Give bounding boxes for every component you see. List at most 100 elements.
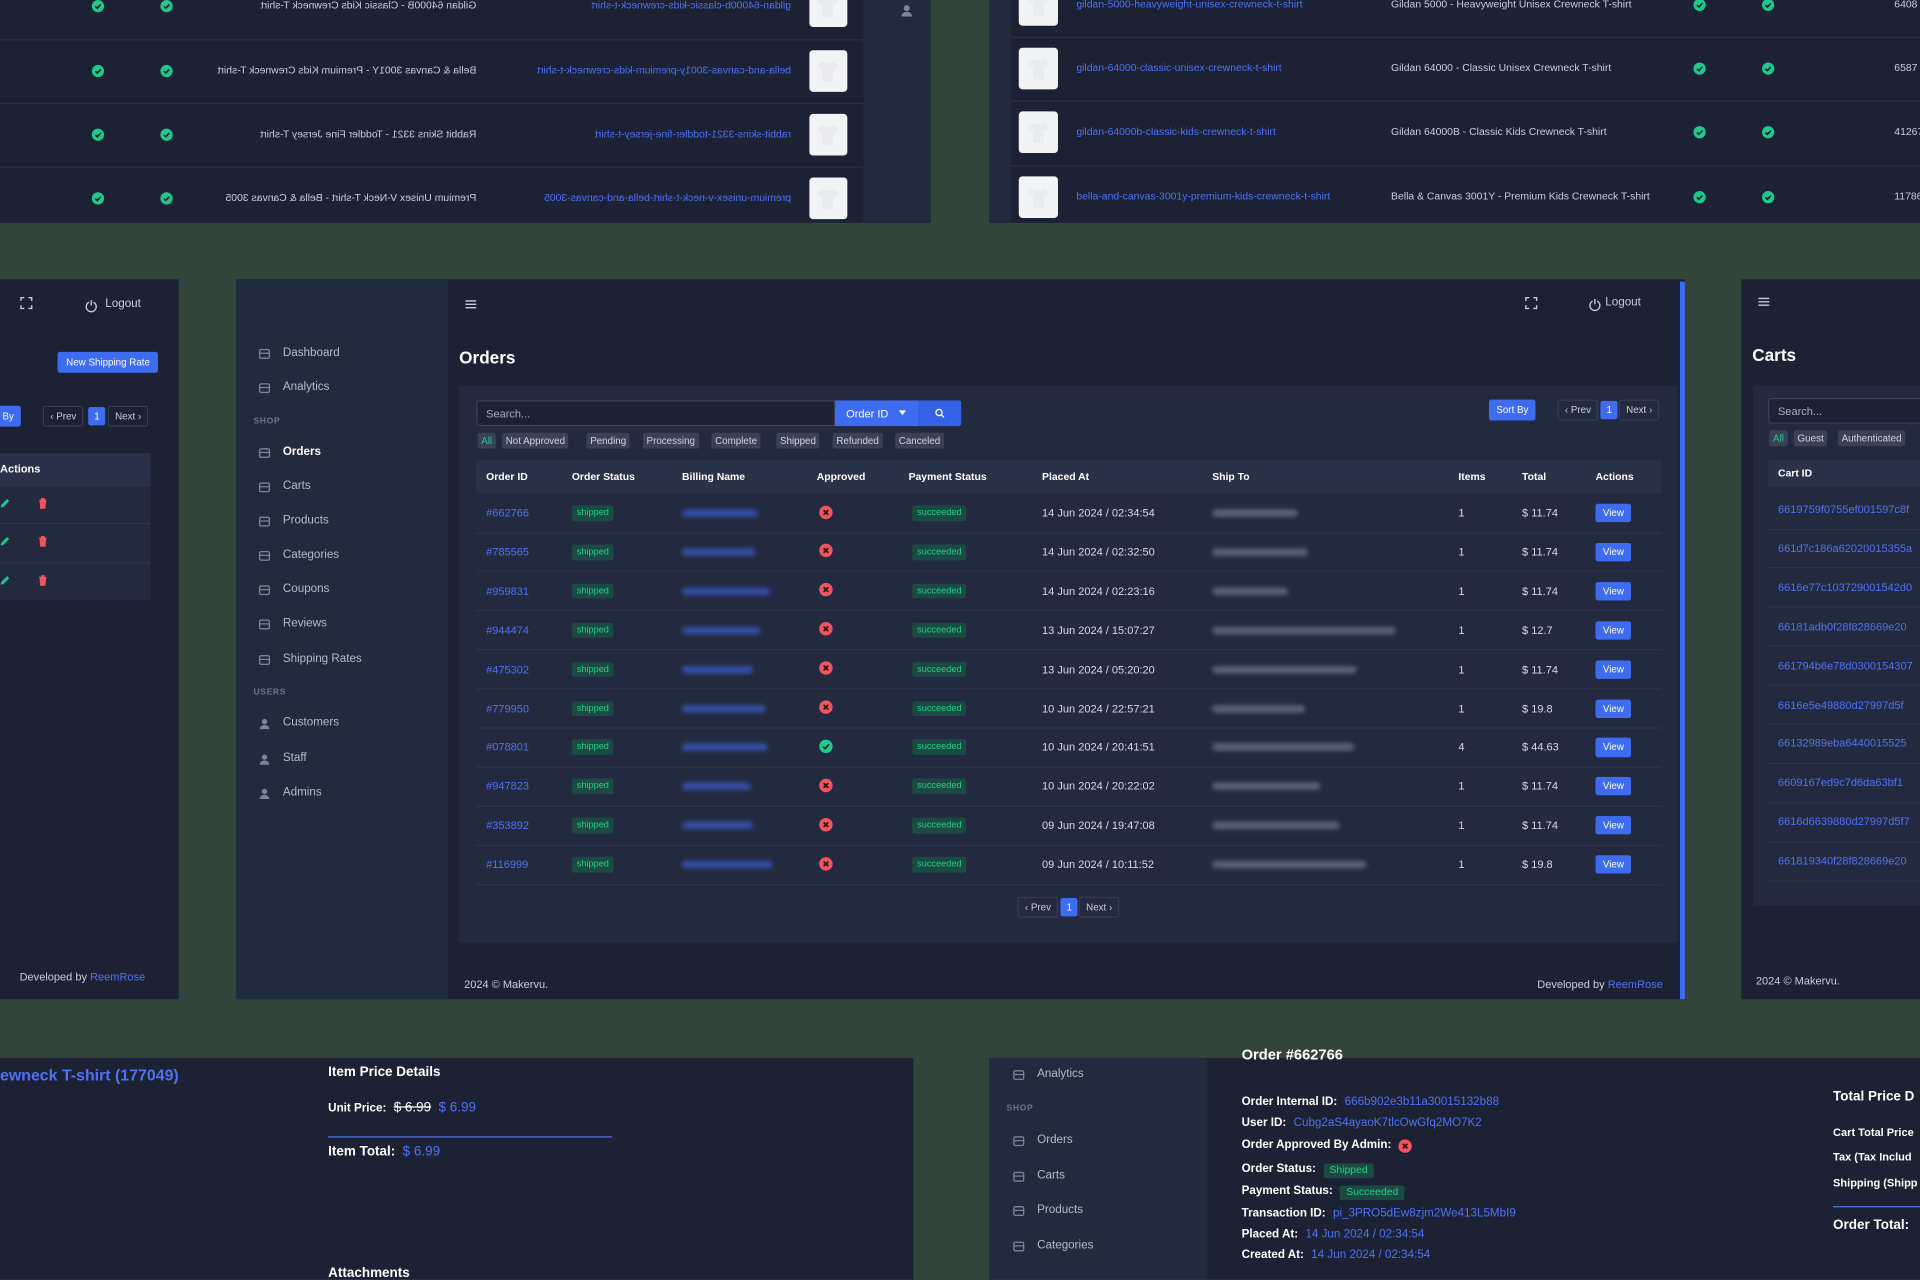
filter-chip[interactable]: Complete	[711, 432, 761, 449]
sidebar-link[interactable]: Orders	[1037, 1133, 1073, 1147]
sidebar-link[interactable]: Categories	[282, 548, 340, 562]
detail-label: Transaction ID:	[1241, 1206, 1326, 1221]
cart-link[interactable]: 6616e5e49880d27997d5f	[1777, 698, 1904, 711]
search-input[interactable]	[476, 400, 836, 427]
cart-link[interactable]: 661819340f28f828669e20	[1777, 854, 1907, 867]
sidebar-link[interactable]: Orders	[282, 445, 322, 459]
edit-button[interactable]	[0, 497, 11, 509]
view-button[interactable]: View	[1595, 855, 1632, 874]
next-button[interactable]: Next ›	[107, 405, 149, 427]
search-button[interactable]	[918, 400, 962, 427]
page-button[interactable]: 1	[1600, 400, 1619, 420]
logout-button[interactable]: Logout	[1605, 295, 1641, 310]
sort-button[interactable]: Sort By	[1488, 399, 1536, 421]
cart-link[interactable]: 6609167ed9c7d6da63bf1	[1777, 776, 1903, 789]
menu-button[interactable]	[1757, 294, 1770, 307]
view-button[interactable]: View	[1595, 738, 1632, 757]
filter-chip[interactable]: Shipped	[776, 432, 820, 449]
order-link[interactable]: #947823	[486, 780, 530, 793]
sidebar-link[interactable]: Analytics	[1037, 1067, 1084, 1081]
author-link[interactable]: ReemRose	[90, 970, 146, 984]
next-button[interactable]: Next ›	[1618, 399, 1660, 421]
fullscreen-button[interactable]	[1524, 296, 1537, 309]
sidebar-link[interactable]: Reviews	[282, 616, 327, 631]
fullscreen-button[interactable]	[19, 296, 32, 309]
product-slug[interactable]: bella-and-canvas-3001y-premium-kids-crew…	[1076, 189, 1331, 203]
status-icon	[91, 192, 105, 205]
order-link[interactable]: #959831	[486, 584, 530, 598]
view-button[interactable]: View	[1595, 816, 1632, 835]
prev-button[interactable]: ‹ Prev	[1557, 399, 1599, 421]
order-link[interactable]: #785565	[486, 545, 530, 559]
delete-button[interactable]	[37, 535, 49, 547]
edit-button[interactable]	[0, 574, 11, 586]
new-shipping-rate-button[interactable]: New Shipping Rate	[57, 351, 159, 373]
filter-chip[interactable]: Processing	[642, 432, 699, 449]
column-header: Ship To	[1212, 469, 1250, 482]
delete-button[interactable]	[37, 574, 49, 586]
filter-chip[interactable]: All	[1769, 430, 1788, 447]
product-slug[interactable]: bella-and-canvas-3001y-premium-kids-crew…	[537, 63, 792, 77]
order-link[interactable]: #475302	[486, 662, 530, 676]
order-link[interactable]: #779950	[486, 702, 530, 715]
cart-link[interactable]: 6616d6639880d27997d5f7	[1777, 815, 1910, 828]
page-button[interactable]: 1	[88, 407, 106, 426]
product-slug[interactable]: gildan-64000b-classic-kids-crewneck-t-sh…	[1076, 125, 1276, 138]
edit-button[interactable]	[0, 535, 11, 547]
cart-link[interactable]: 66181adb0f28f828669e20	[1777, 620, 1907, 633]
sidebar-link[interactable]: Products	[282, 513, 329, 528]
cart-link[interactable]: 661794b6e78d0300154307	[1777, 659, 1913, 672]
view-button[interactable]: View	[1595, 699, 1632, 718]
order-link[interactable]: #116999	[486, 858, 529, 871]
view-button[interactable]: View	[1595, 660, 1632, 679]
page-button[interactable]: 1	[1060, 898, 1079, 917]
sidebar-link[interactable]: Staff	[282, 751, 307, 765]
search-field-dropdown[interactable]	[835, 400, 919, 427]
sort-button[interactable]: By	[0, 405, 22, 427]
author-link[interactable]: ReemRose	[1607, 978, 1663, 991]
order-link[interactable]: #353892	[486, 819, 530, 832]
filter-chip[interactable]: Guest	[1793, 430, 1828, 447]
filter-chip[interactable]: Not Approved	[502, 432, 569, 449]
prev-button[interactable]: ‹ Prev	[42, 405, 84, 427]
product-slug[interactable]: gildan-64000-classic-unisex-crewneck-t-s…	[1076, 61, 1282, 74]
logout-button[interactable]: Logout	[105, 296, 141, 311]
sidebar-link[interactable]: Categories	[1037, 1238, 1094, 1253]
product-slug[interactable]: gildan-5000-heavyweight-unisex-crewneck-…	[1076, 0, 1303, 10]
sidebar-link[interactable]: Analytics	[282, 380, 330, 394]
items-count: 1	[1458, 780, 1465, 793]
next-button[interactable]: Next ›	[1078, 896, 1120, 918]
product-slug[interactable]: rabbit-skins-3321-toddler-fine-jersey-t-…	[594, 127, 792, 140]
sidebar-link[interactable]: Shipping Rates	[282, 652, 362, 666]
view-button[interactable]: View	[1595, 503, 1632, 523]
cart-link[interactable]: 6616e77c103729001542d0	[1777, 581, 1913, 594]
product-slug[interactable]: gildan-64000b-classic-kids-crewneck-t-sh…	[591, 0, 792, 12]
sidebar-link[interactable]: Customers	[282, 715, 340, 730]
menu-button[interactable]	[463, 297, 476, 310]
filter-chip[interactable]: Refunded	[832, 432, 883, 449]
prev-button[interactable]: ‹ Prev	[1017, 896, 1059, 918]
sidebar-link[interactable]: Carts	[1037, 1168, 1065, 1183]
filter-chip[interactable]: Canceled	[895, 432, 944, 449]
order-link[interactable]: #944474	[486, 623, 530, 637]
cart-link[interactable]: 661d7c186a62020015355a	[1777, 542, 1913, 555]
search-input[interactable]	[1768, 397, 1920, 424]
delete-button[interactable]	[37, 497, 49, 509]
sidebar-link[interactable]: Coupons	[282, 582, 330, 596]
order-link[interactable]: #078801	[486, 741, 530, 754]
view-button[interactable]: View	[1595, 777, 1632, 796]
product-slug[interactable]: premium-unisex-v-neck-t-shirt-bella-and-…	[544, 191, 792, 204]
view-button[interactable]: View	[1595, 620, 1632, 640]
cart-link[interactable]: 6619759f0755ef001597c8f	[1777, 503, 1910, 516]
filter-chip[interactable]: Authenticated	[1837, 430, 1906, 447]
filter-chip[interactable]: Pending	[586, 432, 630, 449]
view-button[interactable]: View	[1595, 581, 1632, 601]
filter-chip[interactable]: All	[477, 432, 496, 449]
sidebar-link[interactable]: Dashboard	[282, 345, 340, 360]
sidebar-link[interactable]: Carts	[282, 479, 311, 493]
order-link[interactable]: #662766	[486, 506, 530, 519]
sidebar-link[interactable]: Admins	[282, 785, 322, 800]
view-button[interactable]: View	[1595, 542, 1632, 562]
cart-link[interactable]: 66132989eba6440015525	[1777, 737, 1907, 750]
sidebar-link[interactable]: Products	[1037, 1203, 1084, 1217]
